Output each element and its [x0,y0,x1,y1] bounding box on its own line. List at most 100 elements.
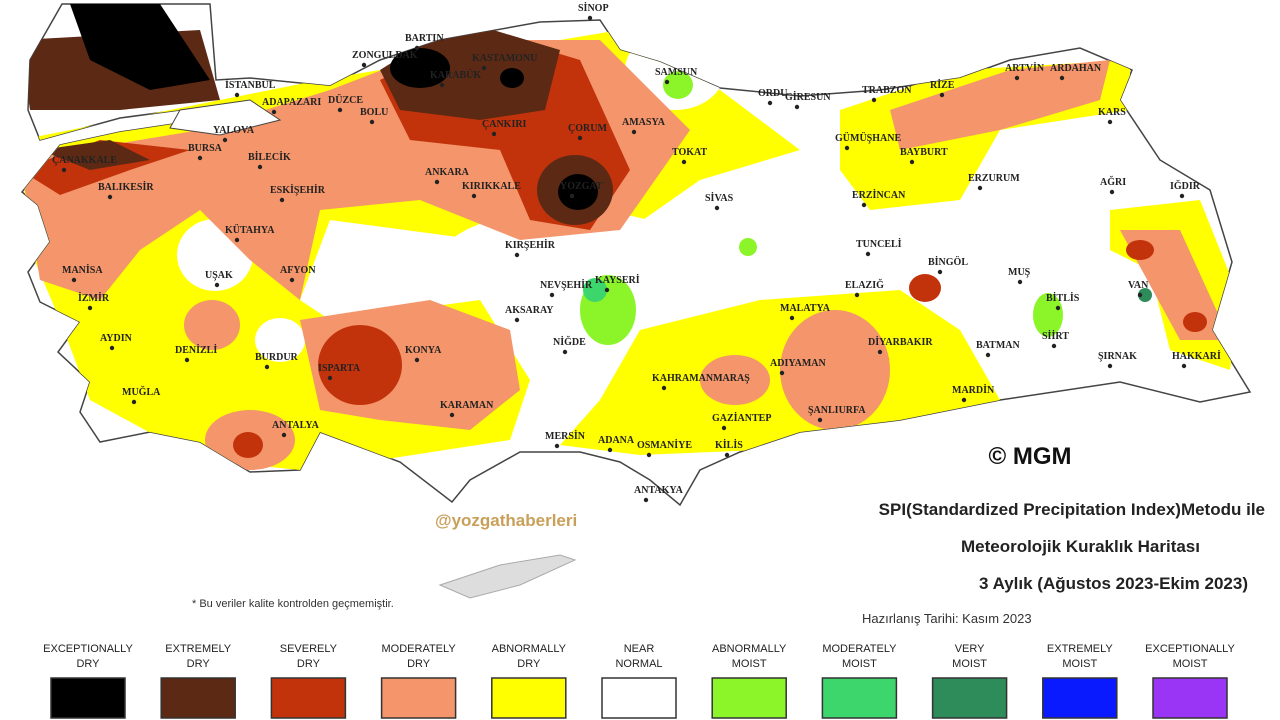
city-label: AFYON [280,265,316,276]
city-label: BURDUR [255,352,299,363]
city-dot [414,357,420,363]
city-label: BİLECİK [248,151,291,163]
city-label: KASTAMONU [472,53,537,64]
legend-label: EXCEPTIONALLY [1145,643,1235,655]
legend-label: ABNORMALLY [712,643,787,655]
city-label: YOZGAT [560,181,603,192]
city-dot [1051,343,1057,349]
city-dot [607,447,613,453]
city-label: SAMSUN [655,67,698,78]
legend-label: DRY [517,658,541,670]
city-dot [789,315,795,321]
city-dot [369,119,375,125]
city-dot [361,62,367,68]
city-label: BİTLİS [1046,292,1080,304]
city-dot [109,345,115,351]
city-dot [337,107,343,113]
city-label: BALIKESİR [98,181,154,193]
city-label: ZONGULDAK [352,50,418,61]
city-label: ANTALYA [272,420,320,431]
city-label: ARDAHAN [1050,63,1102,74]
title-line: SPI(Standardized Precipitation Index)Met… [879,500,1265,519]
legend-label: EXTREMELY [165,643,231,655]
city-label: ISPARTA [318,363,361,374]
city-dot [871,97,877,103]
city-label: SİVAS [705,192,734,204]
city-dot [854,292,860,298]
city-dot [961,397,967,403]
city-dot [1107,119,1113,125]
city-dot [794,104,800,110]
city-label: KONYA [405,345,442,356]
city-dot [939,92,945,98]
city-label: RİZE [930,79,955,91]
city-label: MALATYA [780,303,831,314]
city-label: NİĞDE [553,335,586,348]
city-label: KIRIKKALE [462,181,521,192]
city-label: ANKARA [425,167,470,178]
city-label: KARAMAN [440,400,494,411]
city-dot [721,425,727,431]
legend-label: SEVERELY [280,643,338,655]
legend-swatch [380,677,457,719]
city-dot [1059,75,1065,81]
legend-label: MOIST [732,658,767,670]
city-dot [71,277,77,283]
city-dot [471,193,477,199]
city-dot [865,251,871,257]
city-label: İSTANBUL [225,79,276,91]
city-dot [439,82,445,88]
city-dot [643,497,649,503]
city-label: SİNOP [578,2,609,14]
city-label: DENİZLİ [175,344,217,356]
city-dot [289,277,295,283]
city-dot [577,135,583,141]
note: * Bu veriler kalite kontrolden geçmemişt… [192,598,394,610]
city-label: IĞDIR [1170,179,1201,192]
city-label: MANİSA [62,264,103,276]
city-dot [131,399,137,405]
city-dot [327,375,333,381]
city-dot [264,364,270,370]
city-label: BOLU [360,107,388,118]
city-label: HAKKARİ [1172,350,1221,362]
city-dot [214,282,220,288]
city-label: GAZİANTEP [712,412,771,424]
city-label: ORDU [758,88,787,99]
city-label: ERZİNCAN [852,189,906,201]
city-dot [87,305,93,311]
city-dot [1137,292,1143,298]
legend-label: DRY [76,658,100,670]
city-dot [1181,363,1187,369]
city-dot [257,164,263,170]
city-label: ELAZIĞ [845,278,884,291]
city-label: ADIYAMAN [770,358,827,369]
legend-swatch [931,677,1008,719]
legend-label: MOIST [1173,658,1208,670]
city-label: ÇANAKKALE [52,155,117,166]
legend-swatch [711,677,787,719]
city-label: ÇANKIRI [482,119,527,130]
legend-label: VERY [955,643,985,655]
watermark: @yozgathaberleri [435,511,577,530]
city-label: GİRESUN [785,91,831,103]
legend-swatch [160,677,236,719]
city-label: YALOVA [213,125,255,136]
city-label: OSMANİYE [637,439,692,451]
city-dot [491,131,497,137]
copyright: © MGM [988,443,1071,470]
city-dot [279,197,285,203]
city-label: BURSA [188,143,223,154]
city-dot [1014,75,1020,81]
city-label: NEVŞEHİR [540,279,593,291]
city-label: ESKİŞEHİR [270,184,326,196]
city-dot [514,252,520,258]
city-label: UŞAK [205,270,233,281]
city-dot [271,109,277,115]
city-label: ANTAKYA [634,485,684,496]
city-label: ADANA [598,435,635,446]
legend-swatch [270,677,347,719]
city-dot [587,15,593,21]
city-dot [184,357,190,363]
city-dot [661,385,667,391]
